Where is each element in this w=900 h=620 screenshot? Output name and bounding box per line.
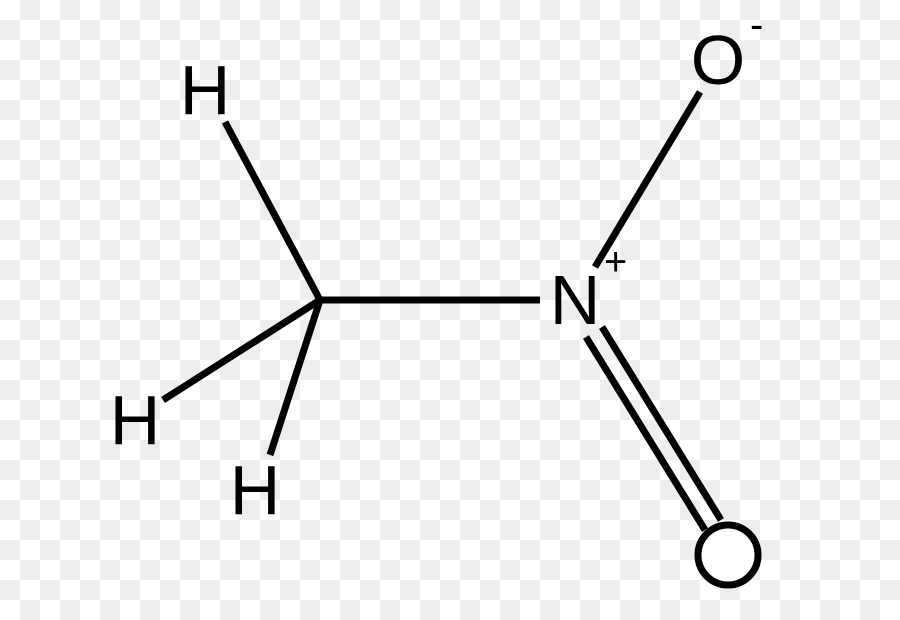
molecule-diagram: H H H N + O -	[0, 0, 900, 620]
atom-o1-charge: -	[750, 3, 763, 47]
atom-n-label: N	[550, 261, 601, 339]
atom-h3-label: H	[230, 451, 281, 529]
bond-c-h2	[163, 300, 320, 400]
bond-c-h1	[225, 122, 320, 300]
atom-h2-label: H	[110, 381, 161, 459]
atom-h1-label: H	[180, 51, 231, 129]
atom-n: N +	[550, 240, 628, 339]
atom-o1: O -	[691, 3, 764, 99]
atoms-group: H H H N + O -	[110, 3, 764, 585]
atom-o1-label: O	[691, 21, 745, 99]
atom-o2-circle	[698, 525, 758, 585]
atom-n-charge: +	[604, 240, 627, 284]
bond-n-o2-double	[586, 327, 721, 530]
